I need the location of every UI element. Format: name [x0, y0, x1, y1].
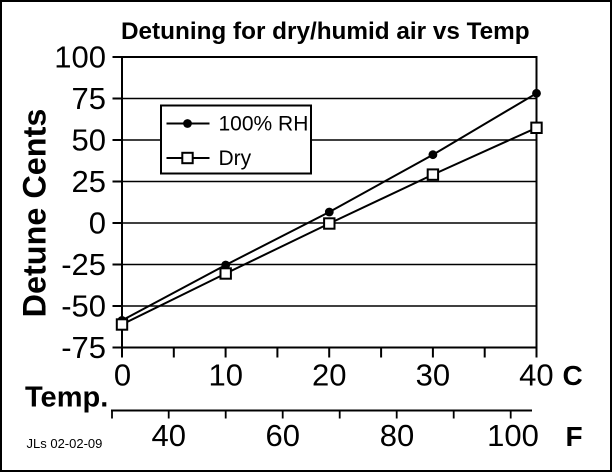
svg-text:40: 40	[151, 418, 185, 453]
svg-text:F: F	[566, 421, 583, 452]
svg-text:40: 40	[519, 358, 553, 393]
svg-text:25: 25	[72, 164, 106, 199]
svg-text:-75: -75	[61, 330, 106, 365]
svg-text:0: 0	[89, 206, 106, 241]
svg-text:100% RH: 100% RH	[219, 113, 309, 136]
svg-text:10: 10	[208, 358, 242, 393]
svg-text:C: C	[563, 360, 583, 391]
svg-text:Temp.: Temp.	[25, 382, 108, 414]
svg-text:100: 100	[54, 40, 106, 75]
svg-text:-25: -25	[61, 247, 106, 282]
svg-text:20: 20	[312, 358, 346, 393]
svg-text:100: 100	[487, 418, 539, 453]
svg-text:Detune Cents: Detune Cents	[17, 109, 53, 318]
svg-text:-50: -50	[61, 289, 106, 324]
svg-text:0: 0	[114, 358, 131, 393]
svg-text:60: 60	[265, 418, 299, 453]
svg-text:75: 75	[72, 81, 106, 116]
svg-text:Dry: Dry	[219, 147, 252, 170]
svg-text:50: 50	[72, 123, 106, 158]
svg-text:Detuning for dry/humid air vs: Detuning for dry/humid air vs Temp	[121, 18, 530, 45]
svg-text:JLs 02-02-09: JLs 02-02-09	[27, 436, 103, 451]
svg-text:80: 80	[380, 418, 414, 453]
svg-text:30: 30	[416, 358, 450, 393]
